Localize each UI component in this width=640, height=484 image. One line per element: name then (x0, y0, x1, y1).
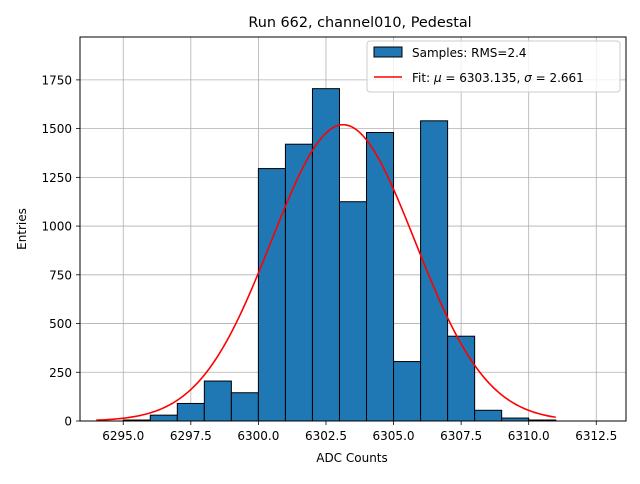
y-tick-label-1: 250 (49, 366, 72, 380)
x-tick-label-3: 6302.5 (305, 429, 347, 443)
axes-frame (79, 36, 627, 422)
histogram-bar-9 (366, 132, 395, 422)
x-tick-label-6: 6310.0 (508, 429, 550, 443)
legend-box (366, 40, 621, 93)
histogram-bar-11 (420, 120, 449, 422)
y-tick-label-7: 1750 (41, 73, 72, 87)
y-tick-label-6: 1500 (41, 122, 72, 136)
histogram-bar-6 (284, 143, 313, 422)
x-tick-label-0: 6295.0 (102, 429, 144, 443)
y-tick-label-4: 1000 (41, 220, 72, 234)
histogram-bar-12 (447, 335, 476, 422)
legend: Samples: RMS=2.4 Fit: μ = 6303.135, σ = … (366, 40, 621, 93)
x-tick-label-7: 6312.5 (575, 429, 617, 443)
legend-fit-mu-symbol: μ (433, 71, 442, 85)
histogram-bar-4 (230, 392, 259, 422)
x-tick-label-5: 6307.5 (440, 429, 482, 443)
legend-fit-sigma-symbol: σ (524, 71, 532, 85)
legend-samples-swatch (373, 46, 403, 58)
legend-fit-mu-value: = 6303.135, (442, 71, 525, 85)
y-axis-label: Entries (15, 208, 29, 250)
chart-title: Run 662, channel010, Pedestal (248, 15, 471, 31)
histogram-bar-7 (311, 88, 340, 422)
histogram-bar-3 (203, 380, 232, 422)
legend-fit-sigma-value: = 2.661 (532, 71, 584, 85)
y-tick-label-5: 1250 (41, 171, 72, 185)
histogram-bar-1 (149, 414, 178, 422)
legend-samples-label: Samples: RMS=2.4 (412, 46, 527, 60)
histogram-bar-5 (257, 168, 286, 422)
y-axis-ticks: 0 250 500 750 1000 1250 1500 1750 (41, 73, 80, 429)
legend-fit-prefix: Fit: (412, 71, 434, 85)
fit-curve-group (96, 123, 556, 421)
y-tick-label-0: 0 (64, 415, 72, 429)
y-tick-label-3: 750 (49, 268, 72, 282)
x-axis-label: ADC Counts (316, 451, 388, 465)
x-axis-ticks: 6295.0 6297.5 6300.0 6302.5 6305.0 6307.5 6310… (102, 421, 617, 443)
histogram-bar-10 (393, 361, 422, 422)
histogram-bar-2 (176, 402, 205, 422)
x-tick-label-1: 6297.5 (170, 429, 212, 443)
histogram-bar-8 (338, 201, 368, 422)
y-tick-label-2: 500 (49, 317, 72, 331)
histogram-bars (122, 88, 557, 422)
histogram-bar-13 (474, 409, 503, 422)
fit-curve (96, 123, 556, 421)
x-tick-label-4: 6305.0 (373, 429, 415, 443)
x-tick-label-2: 6300.0 (237, 429, 279, 443)
legend-fit-label: Fit: μ = 6303.135, σ = 2.661 (412, 71, 584, 85)
